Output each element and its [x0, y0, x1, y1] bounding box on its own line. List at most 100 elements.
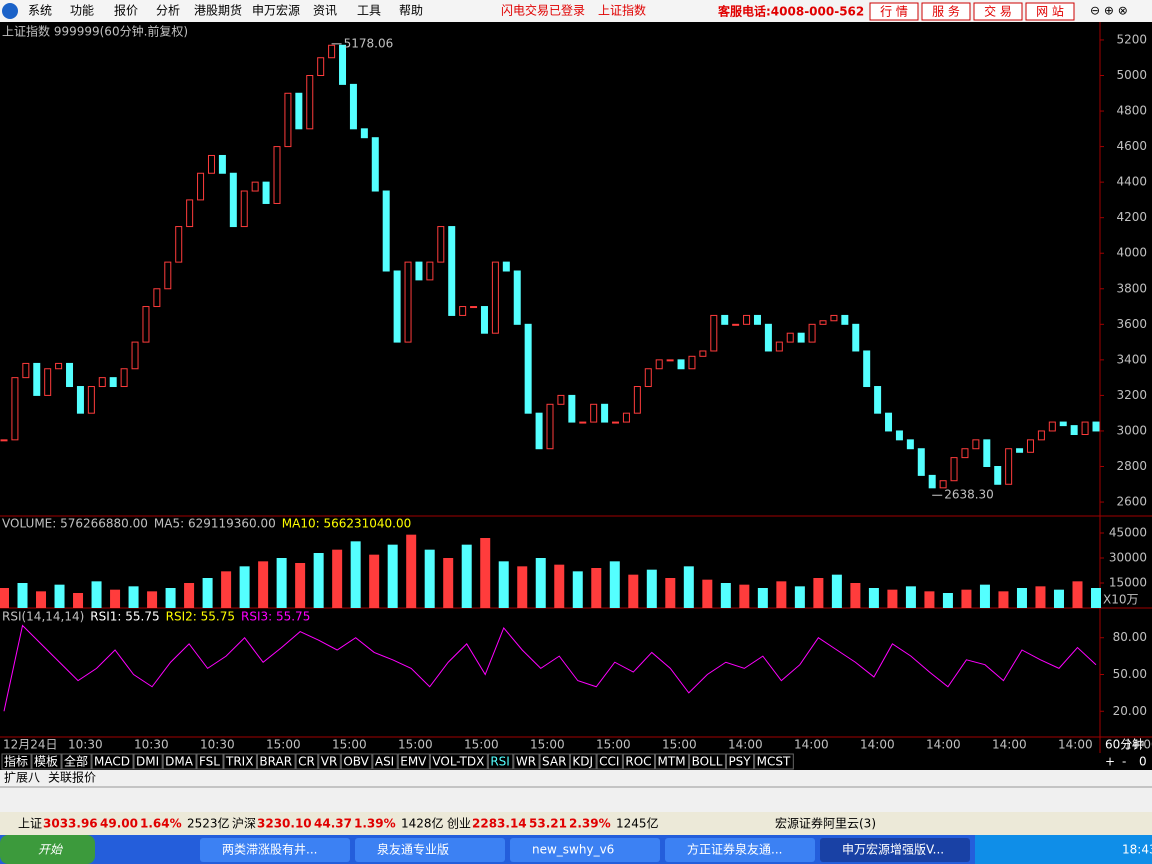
window-controls[interactable]: ⊖ ⊕ ⊗ [1090, 4, 1128, 18]
indicator-tab[interactable]: MTM [658, 755, 686, 769]
menu-item[interactable]: 港股期货 [194, 3, 242, 18]
y-tick-label: 5000 [1116, 68, 1147, 82]
indicator-tab[interactable]: VOL-TDX [432, 755, 484, 769]
y-tick-label: 5200 [1116, 32, 1147, 46]
time-label: 10:30 [68, 738, 103, 752]
candle [426, 261, 434, 281]
indicator-tab[interactable]: VR [321, 755, 338, 769]
period-label: 60分钟 [1105, 737, 1144, 752]
menu-item[interactable]: 申万宏源 [252, 3, 300, 18]
indicator-tab[interactable]: KDJ [572, 755, 593, 769]
task-button[interactable] [510, 838, 660, 862]
candle [240, 190, 248, 228]
volume-bar [646, 569, 657, 608]
volume-bar [184, 583, 195, 608]
indicator-tab[interactable]: CCI [599, 755, 619, 769]
indicator-tab[interactable]: FSL [199, 755, 220, 769]
task-button[interactable] [355, 838, 505, 862]
indicator-tab[interactable]: WR [516, 755, 536, 769]
menu-item[interactable]: 功能 [70, 4, 94, 18]
indicator-tab[interactable]: SAR [542, 755, 566, 769]
tab-control[interactable]: 0 [1139, 755, 1147, 769]
tab-border [513, 753, 540, 770]
task-label[interactable]: 申万宏源增强版V... [842, 842, 944, 857]
time-label: 15:00 [398, 738, 433, 752]
task-label[interactable]: new_swhy_v6 [532, 843, 614, 857]
indicator-tab[interactable]: 模板 [34, 755, 58, 769]
indicator-tab[interactable]: OBV [343, 755, 369, 769]
menu-item[interactable]: 资讯 [313, 4, 337, 18]
tab-control[interactable]: + [1105, 755, 1115, 769]
indicator-tab[interactable]: BOLL [692, 755, 723, 769]
menu-button[interactable] [869, 2, 919, 21]
menu-button-label[interactable]: 服 务 [932, 4, 960, 19]
indicator-tab[interactable]: PSY [728, 755, 751, 769]
sub-tab[interactable]: 扩展八 [4, 771, 40, 785]
indicator-tab[interactable]: ASI [375, 755, 394, 769]
quote-name: 沪深 [232, 817, 256, 831]
volume-bar [443, 558, 454, 608]
candle [874, 386, 882, 414]
menu-item[interactable]: 系统 [28, 4, 52, 18]
candle [480, 306, 488, 334]
menu-button[interactable] [1025, 2, 1075, 21]
volume-bar [147, 591, 158, 608]
indicator-tab[interactable]: DMA [165, 755, 194, 769]
quote-pct: 2.39% [569, 817, 611, 831]
task-label[interactable]: 两类滞涨股有井... [222, 842, 317, 857]
start-label[interactable]: 开始 [38, 843, 63, 857]
indicator-tab[interactable]: 全部 [64, 754, 88, 769]
candle [612, 421, 620, 424]
candle [939, 480, 947, 489]
y-tick-label: 2800 [1116, 459, 1147, 473]
task-button[interactable] [665, 838, 815, 862]
task-label[interactable]: 泉友通专业版 [377, 842, 449, 857]
menu-item[interactable]: 分析 [156, 4, 180, 18]
menu-button[interactable] [921, 2, 971, 21]
volume-bar [295, 563, 306, 608]
indicator-tab[interactable]: ROC [625, 755, 651, 769]
menu-button-label[interactable]: 交 易 [984, 4, 1012, 19]
candle [1059, 421, 1067, 427]
task-button[interactable] [200, 838, 350, 862]
start-button[interactable] [0, 835, 95, 864]
menu-button[interactable] [973, 2, 1023, 21]
volume-bar [276, 558, 287, 608]
indicator-tab[interactable]: 指标 [4, 754, 28, 769]
candle [502, 261, 510, 272]
task-button[interactable] [820, 838, 970, 862]
tab-control[interactable]: - [1122, 755, 1126, 769]
indicator-tab[interactable]: BRAR [259, 755, 292, 769]
indicator-tab[interactable]: MACD [94, 755, 130, 769]
y-tick-label: 3200 [1116, 388, 1147, 402]
indicator-tab[interactable]: CR [298, 755, 315, 769]
indicator-tab[interactable]: MCST [757, 755, 791, 769]
sub-tab[interactable]: 关联报价 [48, 770, 96, 785]
candle [928, 474, 936, 489]
y-tick-label: 4600 [1116, 139, 1147, 153]
y-tick-label: 80.00 [1113, 630, 1147, 644]
menu-item[interactable]: 帮助 [399, 4, 423, 18]
tab-border [569, 753, 597, 770]
menu-button-label[interactable]: 行 情 [880, 5, 908, 19]
quote-price: 3033.96 [43, 817, 98, 831]
menu-item[interactable]: 报价 [114, 3, 138, 18]
tab-border [754, 753, 794, 770]
task-label[interactable]: 方正证券泉友通... [687, 842, 782, 857]
time-label: 15:00 [530, 738, 565, 752]
indicator-tab[interactable]: EMV [400, 755, 427, 769]
candle [590, 403, 598, 423]
candle [797, 332, 805, 343]
candle [273, 146, 281, 204]
candle [55, 362, 63, 370]
candle [109, 377, 117, 388]
menu-button-label[interactable]: 网 站 [1036, 5, 1064, 19]
candle [142, 306, 150, 343]
volume-bar [461, 544, 472, 608]
indicator-tab[interactable]: DMI [136, 755, 159, 769]
volume-bar [91, 581, 102, 608]
menu-item[interactable]: 工具 [357, 4, 381, 18]
candle [284, 92, 292, 148]
indicator-tab[interactable]: RSI [490, 755, 510, 769]
indicator-tab[interactable]: TRIX [225, 755, 253, 769]
